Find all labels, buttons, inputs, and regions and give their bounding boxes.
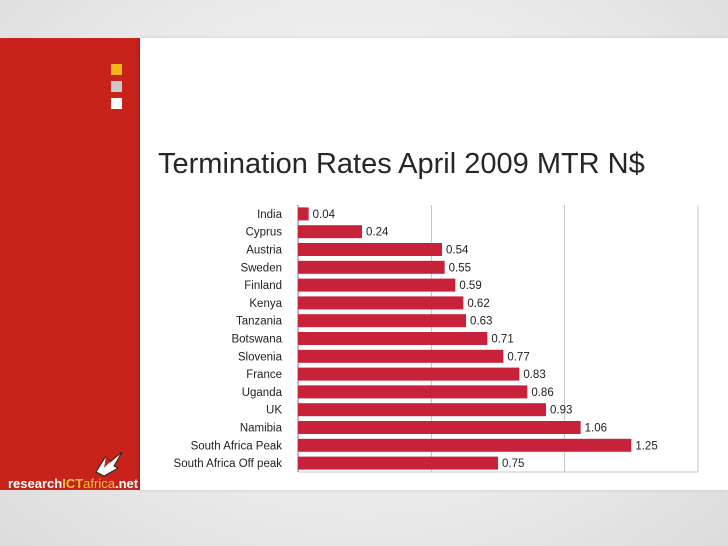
data-label: 1.06 — [585, 423, 607, 435]
bar — [298, 349, 504, 363]
data-label: 0.54 — [446, 245, 469, 257]
logo-text-africa: africa — [83, 476, 115, 491]
bar — [298, 278, 456, 292]
logo-text-net: .net — [114, 476, 139, 491]
category-label: Cyprus — [246, 227, 283, 239]
category-label: Kenya — [249, 298, 282, 310]
data-label: 0.59 — [459, 280, 481, 292]
bar — [298, 260, 445, 274]
data-label: 0.71 — [491, 334, 513, 346]
bar — [298, 367, 520, 381]
orange-square-icon — [111, 64, 122, 75]
bar — [298, 438, 632, 452]
category-label: Botswana — [231, 334, 282, 346]
category-label: Namibia — [240, 423, 283, 435]
white-square-icon — [111, 98, 122, 109]
logo-bird-icon — [95, 451, 123, 477]
bar — [298, 296, 464, 310]
data-label: 0.93 — [550, 405, 572, 417]
data-label: 0.83 — [523, 369, 545, 381]
category-label: Finland — [244, 280, 282, 292]
data-label: 0.75 — [502, 458, 524, 470]
bar — [298, 385, 528, 399]
logo-text-research: research — [8, 476, 63, 491]
category-label: Uganda — [242, 387, 283, 399]
category-label: France — [246, 369, 282, 381]
data-label: 0.63 — [470, 316, 492, 328]
category-label: India — [257, 209, 283, 221]
category-label: Slovenia — [238, 351, 283, 363]
bar — [298, 421, 581, 434]
data-label: 0.24 — [366, 227, 389, 239]
bar — [298, 207, 309, 221]
logo-text-ict: ICT — [62, 476, 84, 491]
data-label: 0.77 — [507, 351, 529, 363]
data-label: 0.86 — [531, 387, 553, 399]
category-label: Austria — [246, 245, 282, 257]
category-label: South Africa Off peak — [174, 458, 283, 470]
bar — [298, 314, 466, 328]
data-label: 0.55 — [449, 262, 471, 274]
category-label: Sweden — [240, 262, 282, 274]
data-label: 0.62 — [467, 298, 489, 310]
category-label: UK — [266, 405, 282, 417]
gray-square-icon — [111, 81, 122, 92]
bar — [298, 403, 546, 417]
category-label: South Africa Peak — [191, 440, 283, 452]
data-label: 1.25 — [635, 440, 657, 452]
bar — [298, 332, 488, 345]
bar — [298, 243, 442, 256]
bar — [298, 225, 362, 239]
bar — [298, 456, 498, 470]
slide-title: Termination Rates April 2009 MTR N$ — [158, 148, 645, 180]
category-label: Tanzania — [236, 316, 283, 328]
research-ict-africa-logo: researchICTafrica.net — [8, 476, 138, 494]
data-label: 0.04 — [313, 209, 336, 221]
